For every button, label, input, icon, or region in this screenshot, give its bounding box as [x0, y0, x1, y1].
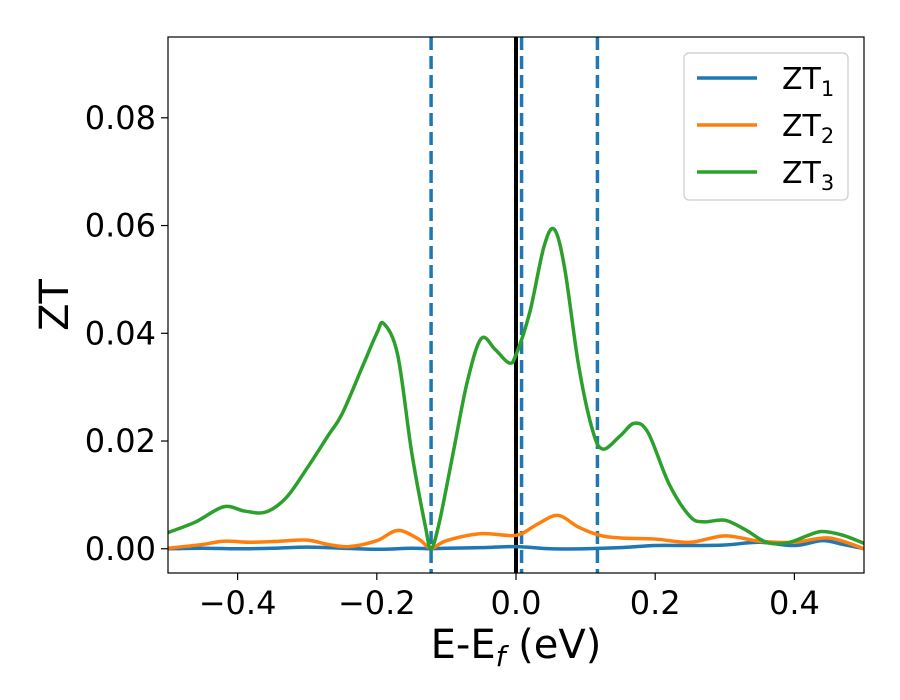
y-tick-label: 0.08 — [85, 99, 156, 137]
y-axis-ticks: 0.00 0.02 0.04 0.06 0.08 — [85, 99, 168, 568]
legend-label-zt3: ZT3 — [782, 156, 834, 195]
legend-label-main: ZT — [782, 156, 822, 191]
x-tick-label: −0.4 — [199, 584, 277, 622]
legend-label-sub: 1 — [821, 77, 834, 101]
x-axis-title-unit: (eV) — [505, 622, 601, 668]
legend-label-sub: 2 — [821, 124, 834, 148]
y-axis-title: ZT — [32, 279, 78, 331]
series-line-zt2 — [168, 513, 864, 551]
y-tick-label: 0.02 — [85, 422, 156, 460]
x-axis-ticks: −0.4 −0.2 0.0 0.2 0.4 — [199, 573, 820, 622]
x-tick-label: 0.0 — [491, 584, 542, 622]
y-tick-label: 0.00 — [85, 530, 156, 568]
series-line-zt3 — [168, 226, 864, 551]
y-tick-label: 0.06 — [85, 207, 156, 245]
y-tick-label: 0.04 — [85, 314, 156, 352]
x-tick-label: 0.2 — [630, 584, 681, 622]
x-tick-label: 0.4 — [769, 584, 820, 622]
x-axis-title-main: E-E — [431, 622, 496, 668]
x-tick-label: −0.2 — [338, 584, 416, 622]
reference-lines — [429, 37, 600, 573]
legend-label-sub: 3 — [821, 171, 834, 195]
x-axis-title: E-Ef (eV) — [431, 622, 602, 673]
legend-label-main: ZT — [782, 109, 822, 144]
legend-label-zt2: ZT2 — [782, 109, 834, 148]
legend-label-main: ZT — [782, 62, 822, 97]
legend-label-zt1: ZT1 — [782, 62, 834, 101]
legend-box — [683, 52, 849, 201]
series-lines — [168, 226, 864, 552]
